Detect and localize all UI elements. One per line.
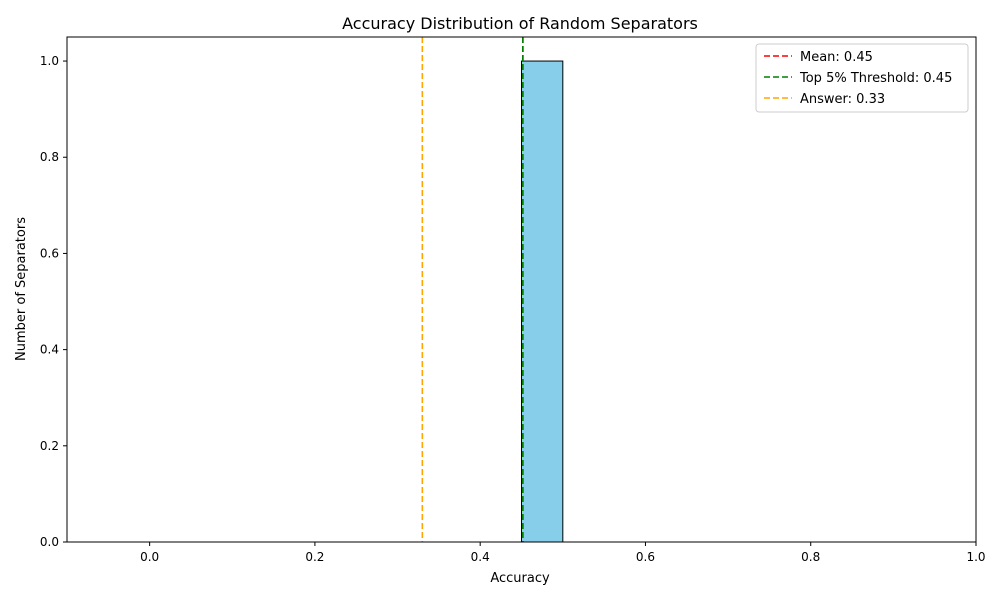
x-tick-label: 0.0 bbox=[140, 550, 159, 564]
y-tick-label: 0.8 bbox=[40, 150, 59, 164]
x-axis: 0.0 0.2 0.4 0.6 0.8 1.0 bbox=[140, 542, 986, 564]
y-tick-label: 0.4 bbox=[40, 343, 59, 357]
x-tick-label: 0.4 bbox=[471, 550, 490, 564]
y-axis: 0.0 0.2 0.4 0.6 0.8 1.0 bbox=[40, 54, 67, 549]
y-axis-label: Number of Separators bbox=[14, 217, 29, 361]
legend: Mean: 0.45 Top 5% Threshold: 0.45 Answer: … bbox=[755, 43, 969, 113]
y-tick-label: 1.0 bbox=[40, 54, 59, 68]
plot-area-frame bbox=[66, 36, 977, 543]
x-tick-label: 0.6 bbox=[636, 550, 655, 564]
y-tick-label: 0.0 bbox=[40, 535, 59, 549]
histogram-bar bbox=[521, 60, 564, 543]
x-axis-label: Accuracy bbox=[490, 571, 550, 586]
chart-title: Accuracy Distribution of Random Separato… bbox=[342, 14, 698, 33]
legend-box bbox=[755, 43, 969, 113]
bars-group bbox=[521, 60, 564, 543]
reference-lines-group bbox=[421, 37, 524, 542]
y-tick-label: 0.2 bbox=[40, 439, 59, 453]
legend-label: Top 5% Threshold: 0.45 bbox=[799, 71, 952, 86]
x-tick-label: 0.8 bbox=[801, 550, 820, 564]
x-tick-label: 0.2 bbox=[305, 550, 324, 564]
legend-label: Mean: 0.45 bbox=[800, 50, 873, 65]
legend-label: Answer: 0.33 bbox=[800, 92, 885, 107]
x-tick-label: 1.0 bbox=[966, 550, 985, 564]
y-tick-label: 0.6 bbox=[40, 246, 59, 260]
